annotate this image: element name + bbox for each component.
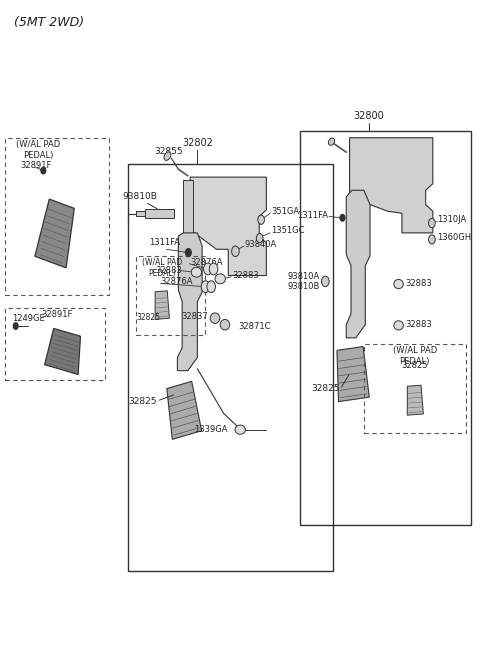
Text: 93840A: 93840A [245, 239, 277, 249]
Text: 32871C: 32871C [238, 321, 270, 331]
Bar [364, 344, 466, 433]
Circle shape [258, 215, 264, 224]
Text: 32825: 32825 [401, 361, 428, 370]
Polygon shape [135, 211, 145, 216]
Circle shape [429, 235, 435, 244]
Text: (5MT 2WD): (5MT 2WD) [14, 16, 84, 30]
Circle shape [232, 246, 239, 256]
Text: (W/AL PAD
PEDAL): (W/AL PAD PEDAL) [142, 258, 182, 278]
Polygon shape [407, 385, 423, 415]
Ellipse shape [164, 152, 171, 160]
Text: 32883: 32883 [405, 320, 432, 329]
Polygon shape [155, 291, 169, 319]
Circle shape [185, 249, 191, 256]
Ellipse shape [215, 274, 226, 283]
Bar [5, 138, 109, 295]
Circle shape [340, 215, 345, 221]
Text: 32802: 32802 [182, 138, 213, 148]
Text: 1360GH: 1360GH [438, 233, 472, 242]
Ellipse shape [191, 268, 202, 277]
Text: 32800: 32800 [353, 112, 384, 121]
Text: 32825: 32825 [312, 384, 340, 393]
Polygon shape [346, 190, 370, 338]
Circle shape [201, 281, 210, 293]
Circle shape [204, 263, 212, 275]
Text: 1249GE: 1249GE [12, 314, 45, 323]
Circle shape [209, 263, 218, 275]
Circle shape [13, 323, 18, 329]
Ellipse shape [220, 319, 230, 330]
Text: 93810A: 93810A [288, 272, 320, 281]
Text: 32825: 32825 [136, 313, 160, 322]
Text: 1351GC: 1351GC [271, 226, 305, 236]
Text: 32891F: 32891F [21, 161, 52, 170]
Polygon shape [183, 180, 192, 243]
Circle shape [256, 234, 263, 243]
Text: 32883: 32883 [156, 266, 182, 275]
Polygon shape [190, 177, 266, 276]
Text: 32855: 32855 [155, 147, 183, 156]
Text: 1311FA: 1311FA [149, 238, 180, 247]
Circle shape [429, 218, 435, 228]
Text: 32883: 32883 [232, 271, 259, 280]
Text: 32891F: 32891F [41, 310, 73, 319]
Circle shape [41, 167, 46, 174]
Bar [300, 131, 471, 525]
Bar [5, 308, 105, 380]
Polygon shape [145, 209, 174, 218]
Polygon shape [337, 346, 369, 401]
Text: (W/AL PAD
PEDAL): (W/AL PAD PEDAL) [16, 140, 60, 161]
Ellipse shape [328, 138, 335, 146]
Ellipse shape [210, 313, 220, 323]
Text: 1311FA: 1311FA [297, 211, 328, 220]
Polygon shape [178, 233, 202, 371]
Text: 1310JA: 1310JA [438, 215, 467, 224]
Ellipse shape [394, 321, 403, 330]
Polygon shape [167, 381, 202, 440]
Text: 32876A: 32876A [161, 277, 193, 286]
Text: 32825: 32825 [129, 397, 157, 406]
Text: 1339GA: 1339GA [194, 425, 228, 434]
Ellipse shape [394, 279, 403, 289]
Text: 32876A: 32876A [190, 258, 223, 267]
Bar [129, 164, 333, 571]
Circle shape [207, 281, 216, 293]
Text: 32837: 32837 [181, 312, 208, 321]
Ellipse shape [235, 425, 245, 434]
Polygon shape [349, 138, 433, 233]
Text: 32883: 32883 [405, 279, 432, 288]
Circle shape [322, 276, 329, 287]
Text: (W/AL PAD
PEDAL): (W/AL PAD PEDAL) [393, 346, 437, 366]
Text: 351GA: 351GA [271, 207, 299, 216]
Polygon shape [35, 199, 74, 268]
Text: 93810B: 93810B [287, 281, 320, 291]
Text: 93810B: 93810B [123, 192, 158, 201]
Bar [135, 256, 204, 335]
Polygon shape [45, 329, 81, 375]
